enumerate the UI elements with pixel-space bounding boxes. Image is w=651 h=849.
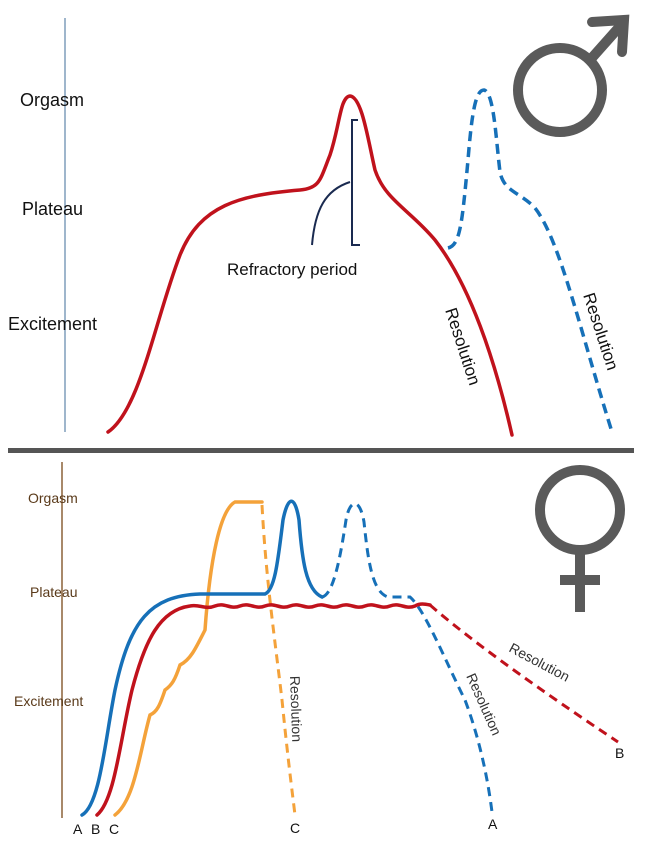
male-orgasm-label: Orgasm	[20, 90, 84, 110]
refractory-period-marker	[311, 119, 360, 246]
male-excitement-label: Excitement	[8, 314, 97, 334]
female-c-resolution-label: Resolution	[287, 676, 305, 743]
male-blue-resolution-label: Resolution	[579, 290, 622, 372]
female-end-label-c: C	[290, 820, 300, 836]
female-start-label-b: B	[91, 821, 100, 837]
female-start-label-c: C	[109, 821, 119, 837]
female-excitement-label: Excitement	[14, 693, 83, 709]
female-red-dashed-resolution	[429, 603, 619, 744]
female-orgasm-label: Orgasm	[28, 490, 78, 506]
female-blue-curve	[80, 499, 324, 817]
female-plateau-label: Plateau	[30, 584, 77, 600]
male-red-curve	[106, 94, 514, 437]
female-red-curve	[95, 602, 432, 817]
female-end-label-b: B	[615, 745, 624, 761]
female-symbol-icon	[535, 465, 625, 612]
female-end-label-a: A	[488, 816, 498, 832]
female-a-resolution-label: Resolution	[463, 671, 505, 738]
male-symbol-icon	[513, 14, 630, 137]
female-panel: Orgasm Plateau Excitement Resolution Res…	[14, 462, 625, 837]
female-blue-dashed-curve	[321, 502, 494, 813]
female-orange-curve	[113, 500, 264, 817]
female-b-resolution-label: Resolution	[507, 640, 573, 685]
female-start-label-a: A	[73, 821, 83, 837]
panel-divider	[8, 448, 634, 453]
male-panel: Orgasm Plateau Excitement Refractory per…	[8, 14, 630, 437]
refractory-period-label: Refractory period	[227, 260, 357, 279]
female-orange-dashed-resolution	[260, 504, 297, 816]
male-plateau-label: Plateau	[22, 199, 83, 219]
male-blue-dashed-curve	[447, 88, 614, 433]
